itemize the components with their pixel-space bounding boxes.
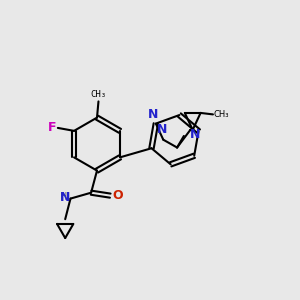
Text: N: N	[157, 123, 168, 136]
Text: H: H	[60, 192, 67, 202]
Text: N: N	[190, 128, 201, 141]
Text: F: F	[48, 122, 56, 134]
Text: CH₃: CH₃	[214, 110, 229, 119]
Text: N: N	[148, 108, 159, 121]
Text: CH₃: CH₃	[90, 90, 106, 99]
Text: O: O	[112, 189, 123, 202]
Text: N: N	[60, 190, 70, 204]
